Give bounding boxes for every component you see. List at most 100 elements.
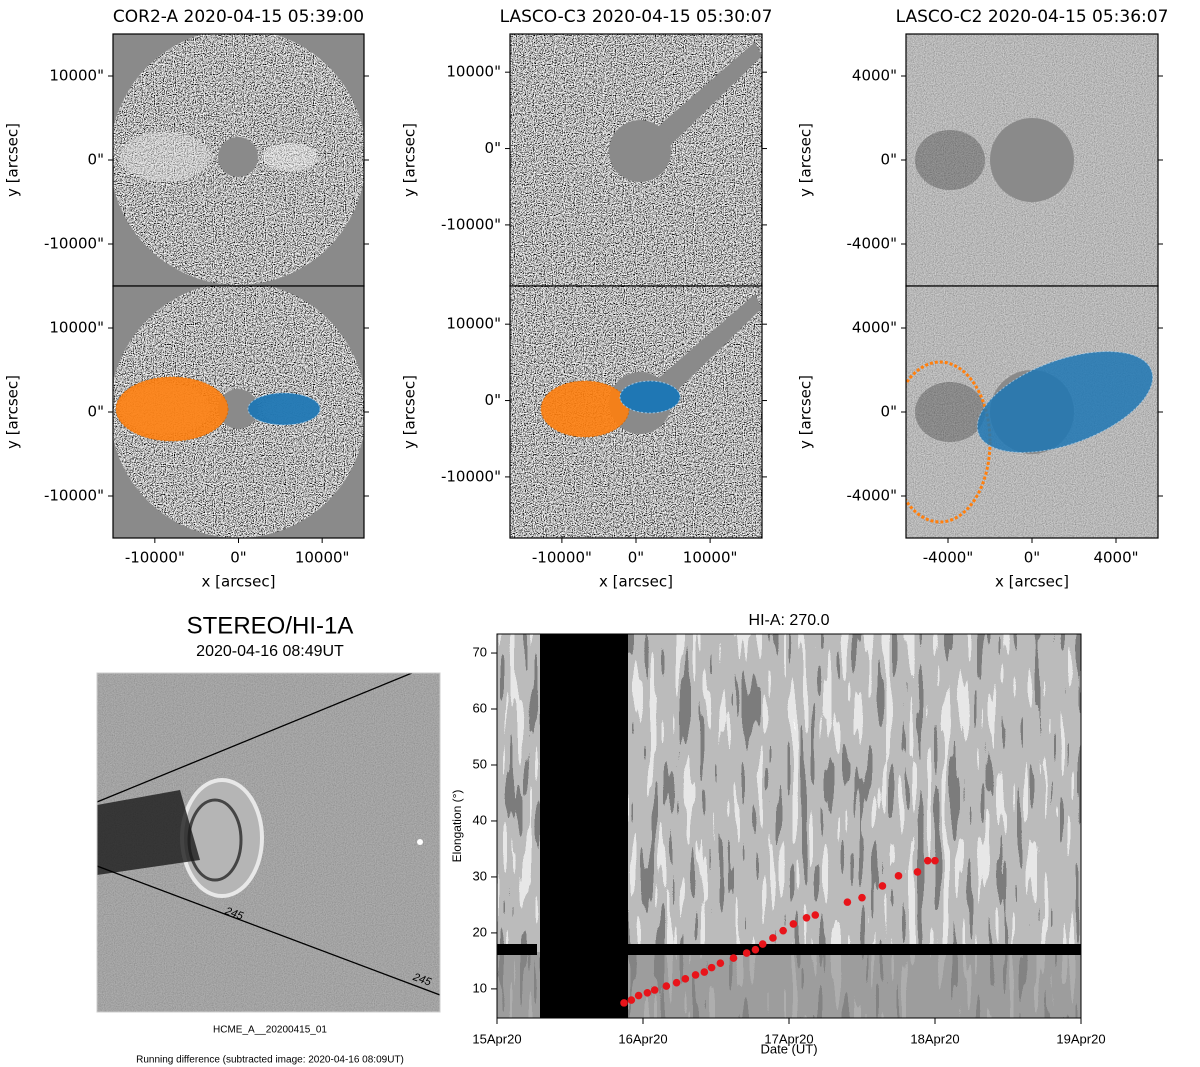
- track-point: [858, 893, 866, 902]
- y-axis-label: Elongation (°): [450, 790, 464, 863]
- track-point: [700, 968, 709, 976]
- y-tick-label: 4000": [852, 319, 897, 337]
- cme-structure: [915, 382, 985, 442]
- model-blue: [976, 351, 1154, 453]
- x-tick-label: -10000": [125, 549, 185, 567]
- cme-structure: [915, 130, 985, 190]
- panel-title: COR2-A 2020-04-15 05:39:00: [113, 7, 364, 27]
- x-tick-label: 0": [1024, 549, 1040, 567]
- y-tick-label: -10000": [44, 235, 104, 253]
- track-point: [769, 934, 777, 942]
- y-axis-label: y [arcsec]: [4, 375, 22, 449]
- y-tick-label: 0": [485, 391, 501, 409]
- track-point: [707, 963, 716, 972]
- y-tick-label: 10: [473, 980, 487, 995]
- y-tick-label: 60: [473, 700, 487, 715]
- track-point: [729, 954, 738, 962]
- cme-structure: [262, 143, 318, 171]
- track-point: [843, 898, 852, 906]
- image: [112, 285, 365, 539]
- image: [112, 33, 365, 287]
- star: [417, 839, 423, 845]
- footer-text: Running difference (subtracted image: 20…: [136, 1055, 404, 1066]
- fov-edge: [97, 673, 413, 803]
- track-point: [691, 971, 700, 979]
- x-tick-label: 17Apr20: [764, 1031, 813, 1046]
- occulter: [609, 120, 671, 182]
- x-tick-label: 10000": [295, 549, 350, 567]
- model-blue: [247, 392, 321, 426]
- y-tick-label: 0": [881, 151, 897, 169]
- track-point: [643, 989, 652, 997]
- image: [905, 285, 1159, 539]
- y-axis-label: y [arcsec]: [401, 375, 419, 449]
- x-tick-label: -10000": [532, 549, 592, 567]
- occulter: [218, 389, 258, 429]
- image: [97, 673, 440, 1012]
- y-axis-label: y [arcsec]: [4, 123, 22, 197]
- x-tick-label: 16Apr20: [618, 1031, 667, 1046]
- track-point: [650, 986, 659, 994]
- image-frame: [96, 672, 441, 1013]
- track-point: [802, 914, 811, 922]
- panel-subtitle: 2020-04-16 08:49UT: [196, 643, 344, 660]
- y-tick-label: 10000": [49, 319, 104, 337]
- x-tick-label: -4000": [923, 549, 974, 567]
- data-gap-band: [497, 944, 537, 955]
- jmap-image: [497, 634, 1081, 1018]
- footer-text: HCME_A__20200415_01: [213, 1025, 327, 1036]
- x-tick-label: 18Apr20: [910, 1031, 959, 1046]
- model-orange: [115, 376, 229, 442]
- track-point: [878, 882, 887, 890]
- panel-title: LASCO-C2 2020-04-15 05:36:07: [896, 7, 1169, 27]
- x-axis-label: x [arcsec]: [995, 573, 1069, 591]
- track-point: [627, 996, 636, 1004]
- y-axis-label: y [arcsec]: [401, 123, 419, 197]
- x-tick-label: 10000": [683, 549, 738, 567]
- track-point: [716, 959, 725, 967]
- track-point: [758, 940, 767, 948]
- track-point: [751, 945, 760, 954]
- model-blue: [619, 380, 681, 414]
- track-point: [894, 872, 903, 880]
- x-axis-label: x [arcsec]: [599, 573, 673, 591]
- image: [509, 33, 763, 287]
- cme-structure: [120, 132, 210, 182]
- x-axis-label: x [arcsec]: [202, 573, 276, 591]
- y-tick-label: 10000": [446, 63, 501, 81]
- track-point: [672, 978, 681, 987]
- y-tick-label: 20: [473, 924, 487, 939]
- y-tick-label: -4000": [847, 235, 898, 253]
- track-point: [811, 911, 820, 919]
- track-point: [620, 999, 628, 1007]
- image: [509, 285, 763, 539]
- y-axis-label: y [arcsec]: [797, 123, 815, 197]
- track-point: [681, 975, 690, 983]
- y-tick-label: -10000": [44, 487, 104, 505]
- x-tick-label: 15Apr20: [472, 1031, 521, 1046]
- track-point: [742, 949, 751, 957]
- track-point: [779, 926, 787, 935]
- y-axis-label: y [arcsec]: [797, 375, 815, 449]
- panel-title: STEREO/HI-1A: [187, 612, 354, 639]
- fov-edge: [97, 865, 440, 996]
- data-gap: [540, 634, 628, 1018]
- plot-title: HI-A: 270.0: [749, 612, 830, 629]
- track-point: [789, 920, 798, 928]
- track-point: [913, 868, 922, 876]
- x-tick-label: 19Apr20: [1056, 1031, 1105, 1046]
- y-tick-label: 0": [88, 151, 104, 169]
- x-tick-label: 0": [230, 549, 246, 567]
- x-tick-label: 0": [628, 549, 644, 567]
- occulter: [990, 118, 1074, 202]
- y-tick-label: 40: [473, 812, 487, 827]
- data-gap-band: [628, 944, 1081, 955]
- y-tick-label: -4000": [847, 487, 898, 505]
- model-orange: [540, 380, 630, 438]
- y-tick-label: 10000": [446, 315, 501, 333]
- y-tick-label: -10000": [441, 215, 501, 233]
- track-point: [634, 991, 643, 1000]
- panel-title: LASCO-C3 2020-04-15 05:30:07: [500, 7, 773, 27]
